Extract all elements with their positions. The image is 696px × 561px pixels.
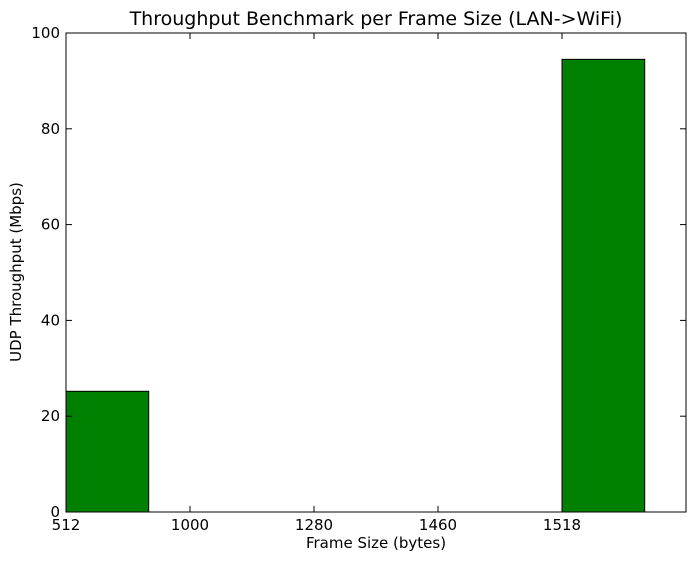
x-tick-label-1460: 1460 <box>419 516 457 534</box>
y-tick-label-60: 60 <box>41 216 60 234</box>
chart-title: Throughput Benchmark per Frame Size (LAN… <box>129 8 623 30</box>
ticks-layer: 512 1000 1280 1460 1518 0 20 40 60 80 100 <box>31 24 686 534</box>
bar-512 <box>65 390 150 513</box>
y-tick-label-100: 100 <box>31 24 60 42</box>
x-tick-label-512: 512 <box>52 516 81 534</box>
x-tick-label-1518: 1518 <box>543 516 581 534</box>
x-tick-label-1280: 1280 <box>295 516 333 534</box>
y-tick-label-80: 80 <box>41 120 60 138</box>
x-tick-label-1000: 1000 <box>171 516 209 534</box>
y-tick-label-20: 20 <box>41 407 60 425</box>
bar-1518 <box>561 58 646 513</box>
y-tick-label-40: 40 <box>41 311 60 329</box>
y-tick-label-0: 0 <box>50 503 60 521</box>
x-axis-label: Frame Size (bytes) <box>306 534 446 552</box>
y-axis-label: UDP Throughput (Mbps) <box>7 182 25 362</box>
plot-area-frame <box>65 32 687 513</box>
bars-layer <box>65 58 646 513</box>
